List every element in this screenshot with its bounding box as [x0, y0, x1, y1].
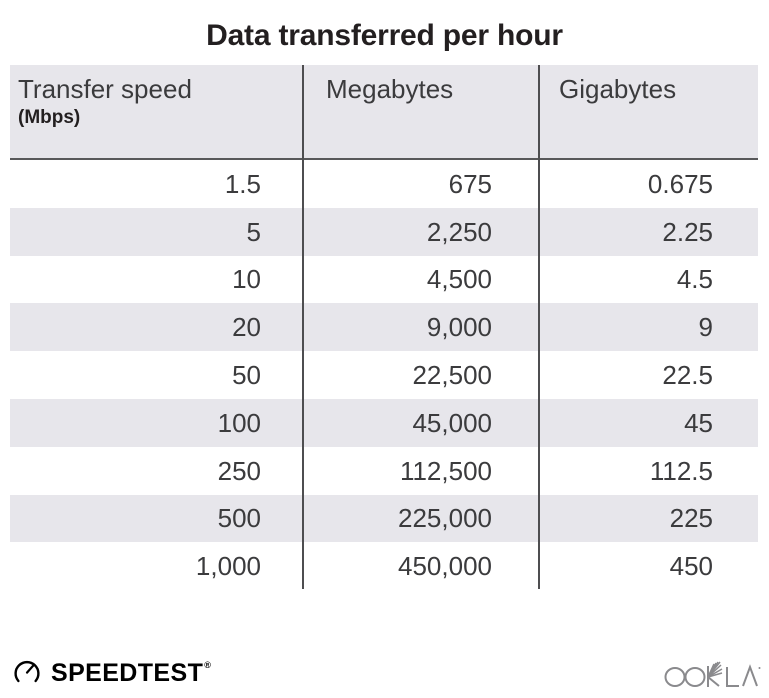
cell-transfer-speed: 250	[217, 455, 261, 486]
cell-transfer-speed: 50	[232, 360, 261, 391]
speedtest-wordmark: SPEEDTEST	[51, 659, 204, 687]
cell-gigabytes: 0.675	[647, 168, 713, 199]
cell-gigabytes: 4.5	[676, 264, 713, 295]
cell-gigabytes: 225	[669, 503, 713, 534]
table-row: 100 45,000 45	[10, 398, 758, 447]
footer: SPEEDTEST ®	[0, 648, 769, 698]
cell-megabytes: 22,500	[412, 360, 492, 391]
speedometer-gauge-icon	[12, 656, 42, 691]
cell-transfer-speed: 100	[217, 407, 261, 438]
column-header-gigabytes: Gigabytes	[538, 65, 758, 158]
column-divider	[538, 65, 540, 589]
cell-gigabytes: 45	[684, 407, 713, 438]
table-row: 50 22,500 22.5	[10, 351, 758, 399]
cell-gigabytes: 450	[669, 551, 713, 582]
cell-megabytes: 112,500	[399, 455, 492, 486]
cell-gigabytes: 9	[698, 312, 713, 343]
column-header-megabytes-label: Megabytes	[326, 74, 454, 104]
cell-gigabytes: 2.25	[662, 216, 713, 247]
cell-gigabytes: 22.5	[662, 360, 713, 391]
speedtest-trademark-symbol: ®	[204, 660, 211, 670]
table-row: 20 9,000 9	[10, 303, 758, 352]
column-header-transfer-speed: Transfer speed (Mbps)	[10, 65, 302, 158]
cell-transfer-speed: 1.5	[224, 168, 261, 199]
table-row: 500 225,000 225	[10, 494, 758, 543]
table-row: 1.5 675 0.675	[10, 160, 758, 208]
cell-megabytes: 4,500	[426, 264, 492, 295]
cell-transfer-speed: 1,000	[195, 551, 261, 582]
cell-transfer-speed: 20	[232, 312, 261, 343]
cell-megabytes: 9,000	[426, 312, 492, 343]
table-row: 250 112,500 112.5	[10, 447, 758, 495]
ookla-logo	[663, 658, 761, 697]
table-row: 10 4,500 4.5	[10, 256, 758, 304]
cell-transfer-speed: 5	[246, 216, 261, 247]
cell-transfer-speed: 10	[232, 264, 261, 295]
ookla-logo-icon	[663, 658, 761, 697]
column-header-transfer-speed-label: Transfer speed	[18, 74, 192, 104]
cell-megabytes: 225,000	[398, 503, 492, 534]
column-header-gigabytes-label: Gigabytes	[559, 74, 677, 104]
table-row: 5 2,250 2.25	[10, 207, 758, 256]
cell-megabytes: 45,000	[412, 407, 492, 438]
speedtest-logo: SPEEDTEST ®	[12, 656, 211, 691]
column-header-transfer-speed-unit: (Mbps)	[18, 107, 81, 128]
cell-megabytes: 450,000	[398, 551, 492, 582]
page-title: Data transferred per hour	[206, 19, 563, 52]
table-row: 1,000 450,000 450	[10, 542, 758, 590]
table-header-row: Transfer speed (Mbps) Megabytes Gigabyte…	[10, 65, 758, 160]
cell-gigabytes: 112.5	[649, 455, 713, 486]
data-table: Transfer speed (Mbps) Megabytes Gigabyte…	[10, 65, 758, 590]
cell-megabytes: 675	[448, 168, 492, 199]
column-divider	[302, 65, 304, 589]
cell-megabytes: 2,250	[426, 216, 492, 247]
column-header-megabytes: Megabytes	[302, 65, 538, 158]
cell-transfer-speed: 500	[217, 503, 261, 534]
